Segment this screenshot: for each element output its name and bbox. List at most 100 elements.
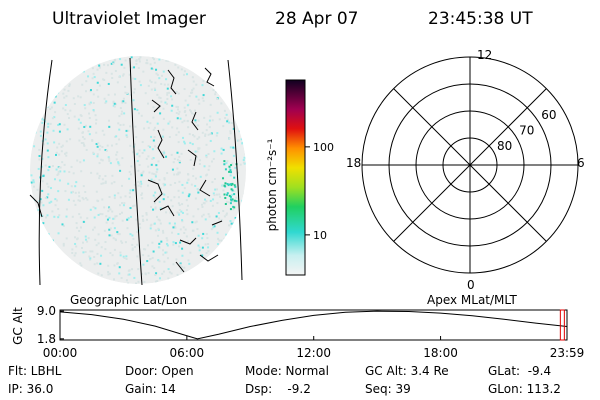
colorbar bbox=[285, 79, 306, 276]
speckle bbox=[219, 81, 222, 84]
speckle bbox=[130, 56, 133, 59]
speckle bbox=[195, 275, 198, 278]
speckle bbox=[59, 82, 62, 85]
speckle bbox=[245, 177, 246, 180]
speckle bbox=[102, 182, 105, 185]
speckle bbox=[35, 253, 38, 256]
speckle bbox=[189, 63, 192, 66]
speckle bbox=[83, 125, 86, 128]
speckle bbox=[177, 212, 180, 215]
speckle bbox=[186, 104, 189, 107]
speckle bbox=[41, 121, 44, 124]
speckle bbox=[158, 277, 161, 280]
speckle bbox=[213, 177, 216, 180]
speckle bbox=[60, 251, 63, 254]
speckle bbox=[217, 89, 220, 92]
speckle bbox=[103, 63, 106, 66]
speckle bbox=[128, 170, 131, 173]
speckle bbox=[121, 100, 124, 103]
speckle bbox=[222, 274, 225, 277]
speckle bbox=[227, 252, 230, 255]
speckle bbox=[57, 232, 60, 235]
speckle bbox=[167, 59, 170, 62]
speckle bbox=[220, 239, 223, 242]
speckle bbox=[124, 85, 127, 88]
speckle bbox=[60, 145, 63, 148]
speckle bbox=[194, 121, 197, 124]
speckle bbox=[122, 123, 125, 126]
speckle bbox=[162, 153, 165, 156]
speckle bbox=[102, 78, 105, 81]
speckle bbox=[116, 262, 119, 265]
speckle bbox=[166, 93, 169, 96]
speckle bbox=[32, 269, 35, 272]
speckle bbox=[139, 180, 142, 183]
speckle bbox=[155, 170, 158, 173]
speckle bbox=[57, 68, 60, 71]
instrument: Ultraviolet Imager bbox=[52, 9, 206, 29]
speckle bbox=[89, 125, 92, 128]
speckle bbox=[104, 181, 107, 184]
speckle bbox=[57, 75, 60, 78]
speckle bbox=[208, 60, 211, 63]
speckle bbox=[78, 199, 81, 202]
speckle bbox=[95, 190, 98, 193]
speckle bbox=[187, 259, 190, 262]
speckle bbox=[35, 70, 38, 73]
speckle bbox=[165, 78, 168, 81]
speckle bbox=[83, 56, 86, 59]
speckle bbox=[137, 66, 140, 69]
speckle bbox=[238, 64, 241, 67]
y-axis-label: GC Alt bbox=[11, 307, 25, 345]
speckle bbox=[163, 177, 166, 180]
speckle bbox=[96, 153, 99, 156]
speckle bbox=[97, 279, 100, 282]
speckle bbox=[40, 201, 43, 204]
time-marker bbox=[559, 309, 565, 341]
speckle bbox=[84, 238, 87, 241]
speckle bbox=[146, 120, 149, 123]
speckle bbox=[224, 168, 227, 171]
speckle bbox=[57, 190, 60, 193]
speckle bbox=[238, 64, 241, 67]
speckle bbox=[53, 141, 56, 144]
speckle bbox=[207, 266, 210, 269]
speckle bbox=[235, 118, 238, 121]
speckle bbox=[59, 85, 62, 88]
speckle bbox=[73, 115, 76, 118]
speckle bbox=[173, 222, 176, 225]
speckle bbox=[41, 108, 44, 111]
speckle bbox=[171, 104, 174, 107]
speckle bbox=[113, 59, 116, 62]
polar-spoke bbox=[393, 88, 547, 242]
speckle bbox=[129, 207, 132, 210]
speckle bbox=[150, 67, 153, 70]
speckle bbox=[125, 129, 128, 132]
speckle bbox=[122, 97, 125, 100]
speckle bbox=[171, 280, 174, 283]
speckle bbox=[39, 100, 42, 103]
speckle bbox=[49, 108, 52, 111]
speckle bbox=[98, 84, 101, 87]
speckle bbox=[175, 111, 178, 114]
speckle bbox=[166, 196, 169, 199]
speckle bbox=[84, 251, 87, 254]
speckle bbox=[35, 113, 38, 116]
speckle bbox=[228, 194, 231, 197]
speckle bbox=[41, 242, 44, 245]
speckle bbox=[84, 124, 87, 127]
speckle bbox=[161, 151, 164, 154]
speckle bbox=[240, 282, 243, 284]
speckle bbox=[82, 185, 85, 188]
speckle bbox=[119, 107, 122, 110]
speckle bbox=[88, 255, 91, 258]
speckle bbox=[88, 117, 91, 120]
mag-label: Apex MLat/MLT bbox=[427, 293, 517, 307]
speckle bbox=[209, 199, 212, 202]
speckle bbox=[92, 59, 95, 62]
speckle bbox=[183, 119, 186, 122]
speckle bbox=[240, 65, 243, 68]
speckle bbox=[73, 57, 76, 60]
speckle bbox=[244, 275, 246, 278]
speckle bbox=[107, 156, 110, 159]
